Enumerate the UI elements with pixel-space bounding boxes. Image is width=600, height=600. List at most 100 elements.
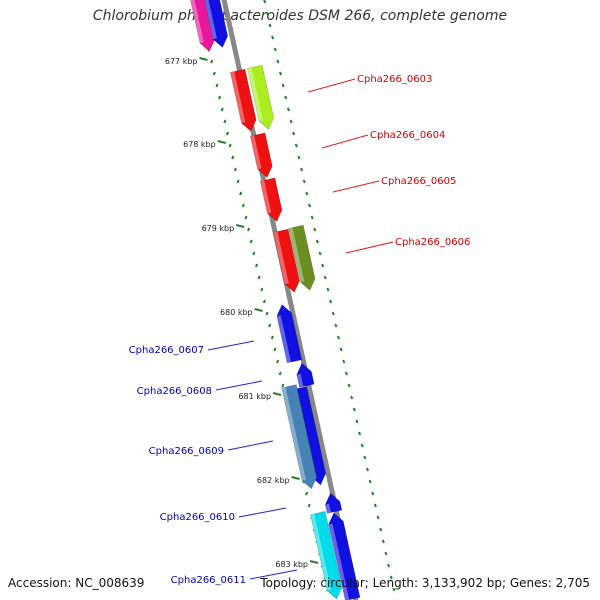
gene-arrow-highlight [230,71,246,124]
major-tick [272,392,282,396]
tick-dot-outer [331,311,335,316]
tick-dot-outer [381,539,385,544]
gene-label[interactable]: Cpha266_0605 [381,176,456,187]
tick-dot-outer [334,323,338,328]
gene-label[interactable]: Cpha266_0604 [370,130,445,141]
tick-dot-outer [268,23,272,28]
tick-dot-outer [373,503,377,508]
gene-arrow [229,68,257,132]
position-tick-label: 680 kbp [220,308,253,317]
label-leader-line [321,134,369,149]
gene-arrow [310,511,343,600]
tick-dot-outer [392,587,396,592]
label-leader-line [332,180,380,193]
tick-dot-inner [228,143,232,148]
gene-arrow [276,304,303,364]
gene-feature [249,132,273,178]
tick-dot-outer [355,419,359,424]
position-tick-label: 677 kbp [165,57,198,66]
tick-dot-outer [278,71,283,76]
major-tick [217,140,226,144]
gene-labels: Cpha266_0603 Cpha266_0604 Cpha266_0605 Cpha… [129,74,471,586]
gene-arrow-highlight [281,386,306,481]
tick-dot-outer [289,119,293,124]
tick-dot-outer [318,251,322,256]
gene-feature [281,384,317,490]
gene-arrow-highlight [325,503,332,514]
tick-dot-outer [294,143,298,148]
tick-dot-outer [329,299,333,304]
tick-dot-inner [249,239,253,244]
tick-dot-inner [252,251,256,256]
tick-dot-inner [254,263,259,268]
topology-summary: Topology: circular; Length: 3,133,902 bp… [260,576,590,590]
gene-arrow [324,492,343,514]
tick-dot-inner [233,167,237,172]
major-tick [235,224,245,228]
gene-feature [324,492,343,514]
tick-dot-outer [347,383,351,388]
tick-dot-inner [215,83,219,88]
major-tick [199,57,208,61]
tick-dot-inner [268,323,272,328]
major-tick [254,308,263,312]
label-leader-line [249,569,298,580]
gene-feature [247,64,274,130]
tick-dot-outer [371,491,375,496]
tick-dot-inner [212,71,216,76]
tick-dot-outer [342,359,346,364]
label-leader-line [227,440,274,451]
gene-arrow-highlight [247,67,263,122]
tick-dot-outer [284,95,288,100]
gene-label[interactable]: Cpha266_0610 [160,512,235,523]
gene-feature [229,68,257,132]
gene-label[interactable]: Cpha266_0608 [137,386,212,397]
label-leader-line [345,241,394,254]
tick-dot-outer [302,179,306,184]
tick-dot-outer [350,395,354,400]
tick-dot-inner [220,107,224,112]
label-leader-line [307,78,356,93]
gene-feature [310,511,343,600]
gene-arrow-highlight [296,373,304,388]
position-tick-label: 681 kbp [238,392,271,401]
gene-label[interactable]: Cpha266_0606 [395,237,470,248]
tick-dot-inner [241,203,245,208]
label-leader-line [238,507,287,518]
tick-dot-outer [344,371,348,376]
tick-dot-outer [339,347,343,352]
tick-dot-inner [223,119,227,124]
gene-feature [328,512,361,600]
gene-feature [288,224,316,291]
tick-dot-inner [225,131,230,136]
gene-label[interactable]: Cpha266_0609 [149,446,224,457]
gene-label[interactable]: Cpha266_0607 [129,345,204,356]
tick-dot-inner [236,179,240,184]
tick-dot-outer [286,107,290,112]
gene-arrow-highlight [250,135,262,170]
tick-dot-outer [292,131,296,136]
accession-text: Accession: NC_008639 [8,576,145,590]
gene-label[interactable]: Cpha266_0611 [171,575,246,586]
tick-dot-outer [376,515,380,520]
position-tick-label: 682 kbp [257,476,290,485]
tick-dot-inner [257,275,261,280]
tick-dot-outer [297,155,301,160]
gene-label[interactable]: Cpha266_0603 [357,74,432,85]
gene-arrow [203,0,229,48]
tick-dot-inner [247,227,251,232]
gene-feature [273,228,300,293]
tick-dot-outer [363,455,367,460]
tick-dot-inner [305,491,309,496]
tick-dot-outer [384,551,388,556]
position-tick-label: 679 kbp [202,224,235,233]
gene-arrow [247,64,274,130]
gene-arrow [189,0,215,52]
tick-dot-outer [321,263,325,268]
position-tick-label: 678 kbp [183,140,216,149]
tick-dot-inner [276,359,280,364]
gene-features [189,0,361,600]
tick-dot-outer [281,83,285,88]
major-tick [309,560,319,564]
